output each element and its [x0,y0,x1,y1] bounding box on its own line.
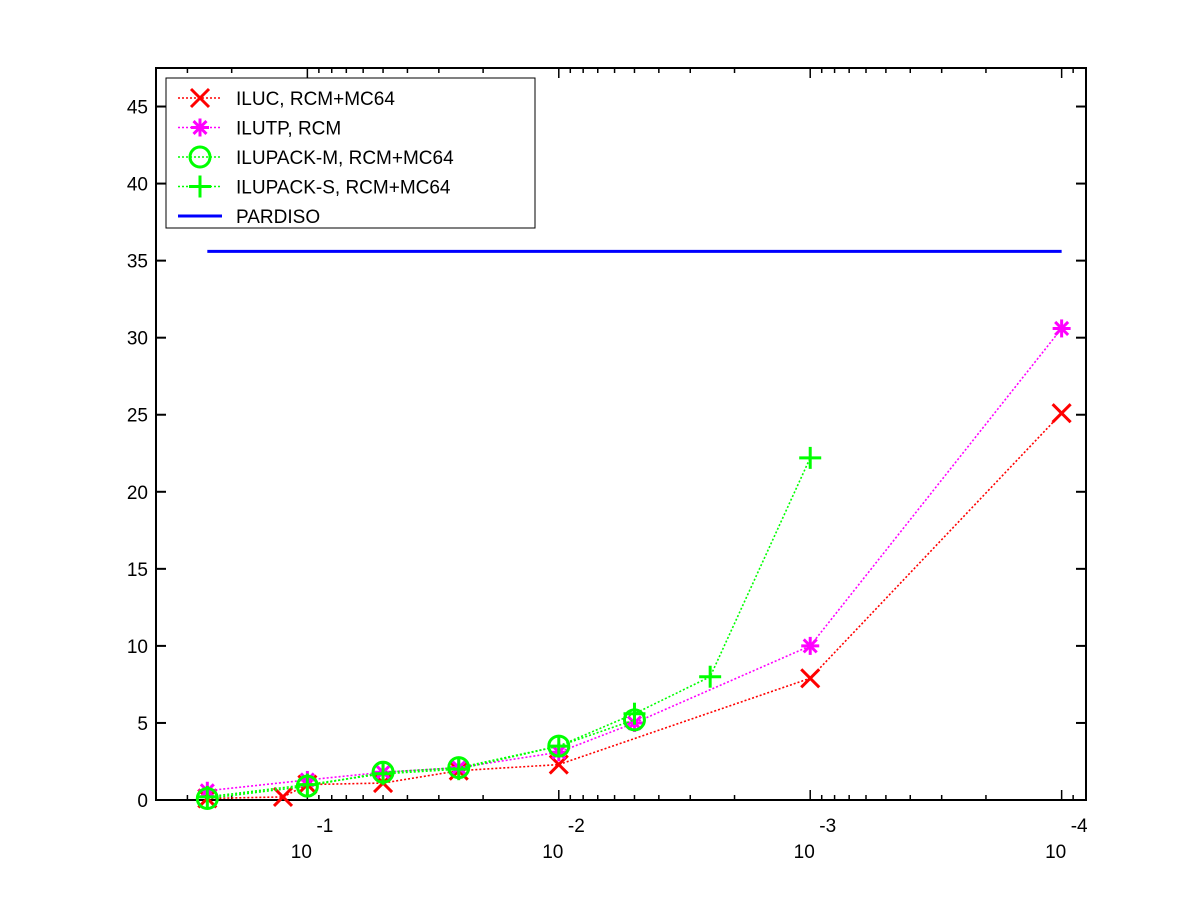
series-marker [272,786,294,807]
marker-stroke [272,786,294,807]
series-marker [191,118,209,137]
legend-entries: ILUC, RCM+MC64 ILUTP, RCM ILUPACK-M, RCM+M… [178,87,454,228]
series-marker [372,762,395,785]
marker-stroke [192,119,208,136]
marker-stroke [1054,320,1070,336]
x-tick-label-base: 10 [291,842,312,863]
x-tick-label-base: 10 [542,842,563,863]
series-marker [1051,403,1072,424]
x-tick-label-base: 10 [1045,842,1066,863]
y-tick-label: 0 [137,791,148,812]
series-marker [296,773,319,796]
marker-stroke [802,638,818,654]
series-layer [195,249,1072,810]
legend-label: ILUPACK-S, RCM+MC64 [236,178,451,199]
legend-label: ILUC, RCM+MC64 [236,89,395,110]
series-line [207,457,811,798]
y-tick-label: 15 [127,560,148,581]
series-marker [799,446,822,469]
series-line [207,327,1063,792]
y-tick-label: 30 [127,329,148,350]
marker-stroke [189,87,211,109]
x-tick-label-exponent: -1 [316,816,333,837]
series-line [207,719,635,800]
y-tick-label: 25 [127,406,148,427]
series-marker [189,175,211,198]
y-tick-label: 45 [127,98,148,119]
series-marker [623,702,646,725]
y-tick-label: 20 [127,483,148,504]
marker-stroke [1051,403,1072,424]
legend-label: ILUTP, RCM [236,119,341,140]
x-tick-label-exponent: -4 [1071,816,1088,837]
x-tick-label-exponent: -2 [568,816,585,837]
marker-stroke [188,145,212,169]
y-tick-label: 40 [127,175,148,196]
marker-stroke [800,668,821,689]
series-marker [447,758,470,781]
series-marker [800,668,821,689]
series-marker [699,665,722,688]
legend-label: PARDISO [236,207,320,228]
legend: ILUC, RCM+MC64 ILUTP, RCM ILUPACK-M, RCM+M… [165,77,536,229]
series-marker [801,636,820,655]
y-tick-label: 35 [127,252,148,273]
legend-box [165,77,536,229]
x-tick-label-base: 10 [794,842,815,863]
y-tick-label: 10 [127,637,148,658]
series-marker [547,735,570,758]
y-tick-label: 5 [137,714,148,735]
series-marker [196,785,219,808]
series-marker [188,145,212,169]
series-marker [1052,319,1071,338]
x-tick-label-exponent: -3 [819,816,836,837]
series-marker [189,87,211,109]
legend-label: ILUPACK-M, RCM+MC64 [236,148,454,169]
